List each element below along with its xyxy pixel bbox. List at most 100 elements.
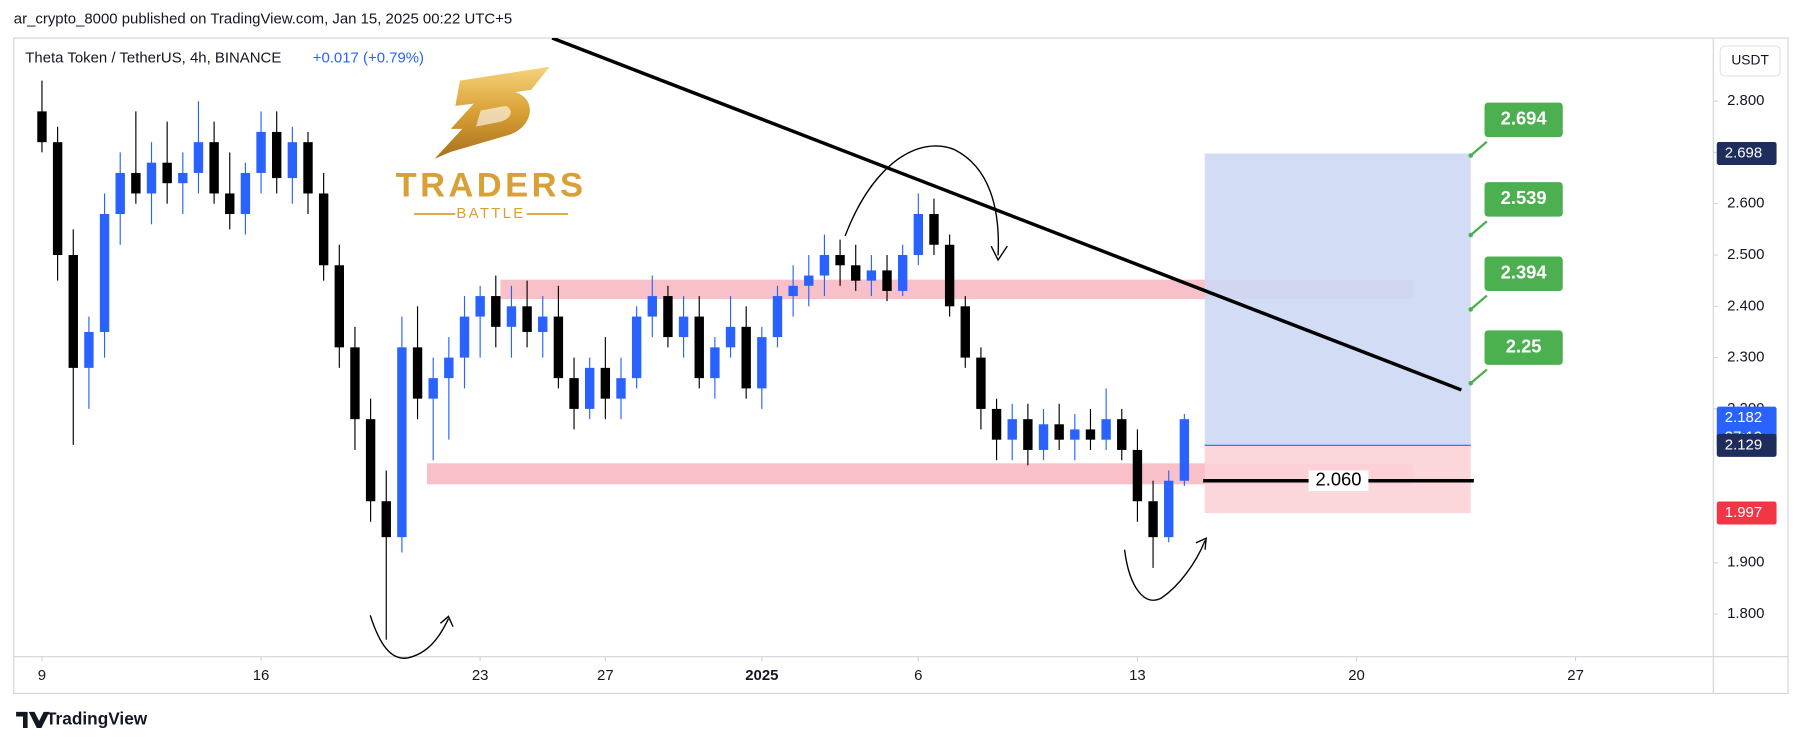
candle-body — [913, 213, 924, 256]
candle-body — [1148, 501, 1158, 538]
trendline — [551, 38, 1462, 392]
x-tick-label: 13 — [1129, 667, 1146, 684]
y-tick-label: 2.300 — [1727, 349, 1764, 366]
candle-body — [1117, 419, 1127, 450]
candle-body — [553, 316, 564, 379]
candle-body — [1007, 419, 1017, 440]
candle-body — [757, 337, 767, 389]
candle-body — [334, 265, 344, 348]
candle-body — [631, 316, 642, 379]
price-label-box — [1716, 141, 1777, 165]
header-text: ar_crypto_8000 published on TradingView.… — [14, 11, 512, 28]
candle-body — [835, 255, 845, 266]
candle-body — [52, 142, 63, 256]
candle-body — [68, 255, 78, 368]
logo-subtitle: BATTLE — [456, 205, 525, 222]
candle-body — [1164, 480, 1174, 538]
price-label-box — [1716, 501, 1777, 525]
candle-body — [287, 142, 298, 179]
candle-body — [506, 306, 517, 327]
candle-body — [365, 419, 376, 502]
candle-body — [397, 347, 407, 538]
logo-title: TRADERS — [396, 167, 587, 205]
y-tick-label: 1.800 — [1727, 605, 1764, 622]
price-label-box — [1716, 433, 1777, 457]
target-pointer — [1469, 140, 1488, 157]
candle-body — [678, 316, 689, 338]
candle-body — [84, 331, 94, 368]
target-label: 2.694 — [1501, 108, 1548, 129]
candle-body — [882, 270, 892, 291]
candle-body — [209, 142, 219, 194]
price-label: 1.997 — [1725, 504, 1762, 521]
candle-body — [1101, 419, 1111, 440]
candle-body — [350, 347, 360, 420]
x-tick-label: 6 — [914, 667, 922, 684]
x-tick-label: 27 — [597, 667, 614, 684]
candle-body — [819, 255, 830, 276]
target-dot — [1468, 153, 1474, 158]
candle-body — [37, 111, 47, 143]
candle-body — [694, 316, 704, 379]
candle-body — [272, 131, 282, 179]
x-tick-label: 16 — [253, 667, 270, 684]
x-tick-label: 2025 — [745, 667, 778, 684]
candle-body — [459, 316, 470, 358]
candle-body — [976, 357, 986, 409]
symbol-title: Theta Token / TetherUS, 4h, BINANCE — [25, 50, 281, 67]
candle-body — [303, 142, 313, 194]
price-label: 2.182 — [1725, 409, 1762, 426]
plot — [37, 38, 1471, 640]
candle-body — [475, 296, 485, 317]
candle-body — [491, 296, 501, 327]
candle-body — [1132, 449, 1143, 502]
target-pointer — [1469, 294, 1488, 311]
sketch-arrows — [369, 145, 1208, 659]
target-label: 2.394 — [1501, 262, 1548, 283]
y-tick-label: 2.800 — [1727, 92, 1764, 109]
candle-body — [1038, 424, 1049, 450]
candle-body — [569, 378, 579, 409]
candle-body — [162, 162, 172, 184]
candle-body — [944, 244, 955, 307]
candle-body — [897, 255, 908, 291]
candle-body — [710, 347, 720, 379]
y-tick-label: 2.600 — [1727, 195, 1764, 212]
x-tick-label: 27 — [1567, 667, 1584, 684]
candle-body — [193, 142, 204, 173]
price-change: +0.017 (+0.79%) — [313, 50, 424, 67]
target-dot — [1468, 307, 1474, 312]
entry-label-bg — [1308, 470, 1369, 492]
x-tick-label: 23 — [472, 667, 489, 684]
entry-label: 2.060 — [1316, 469, 1362, 490]
candle-body — [725, 326, 736, 348]
candle-body — [115, 172, 125, 214]
price-label: 2.698 — [1725, 144, 1762, 161]
candle-body — [929, 213, 939, 245]
candle-body — [1179, 419, 1190, 481]
target-dot — [1468, 380, 1474, 386]
candle-body — [991, 408, 1002, 440]
candle-body — [741, 326, 751, 389]
x-tick-label: 20 — [1348, 667, 1365, 684]
target-pointer — [1469, 220, 1488, 236]
currency-box[interactable] — [1719, 45, 1781, 77]
logo: TRADERS BATTLE — [396, 66, 587, 222]
candle-body — [381, 501, 391, 538]
candle-body — [584, 367, 595, 409]
candle-body — [647, 296, 657, 317]
candle-body — [538, 316, 548, 332]
target-dot — [1468, 232, 1474, 238]
candle-body — [960, 306, 970, 358]
candle-body — [146, 162, 157, 194]
candle-body — [444, 357, 454, 379]
y-tick-label: 2.500 — [1727, 246, 1764, 263]
y-tick-label: 1.900 — [1727, 554, 1764, 571]
zone — [426, 463, 1413, 485]
y-tick-label: 2.400 — [1727, 297, 1764, 314]
candle-body — [522, 306, 532, 332]
target-box — [1484, 102, 1563, 138]
candle-body — [1070, 429, 1080, 440]
candle-body — [99, 213, 110, 332]
